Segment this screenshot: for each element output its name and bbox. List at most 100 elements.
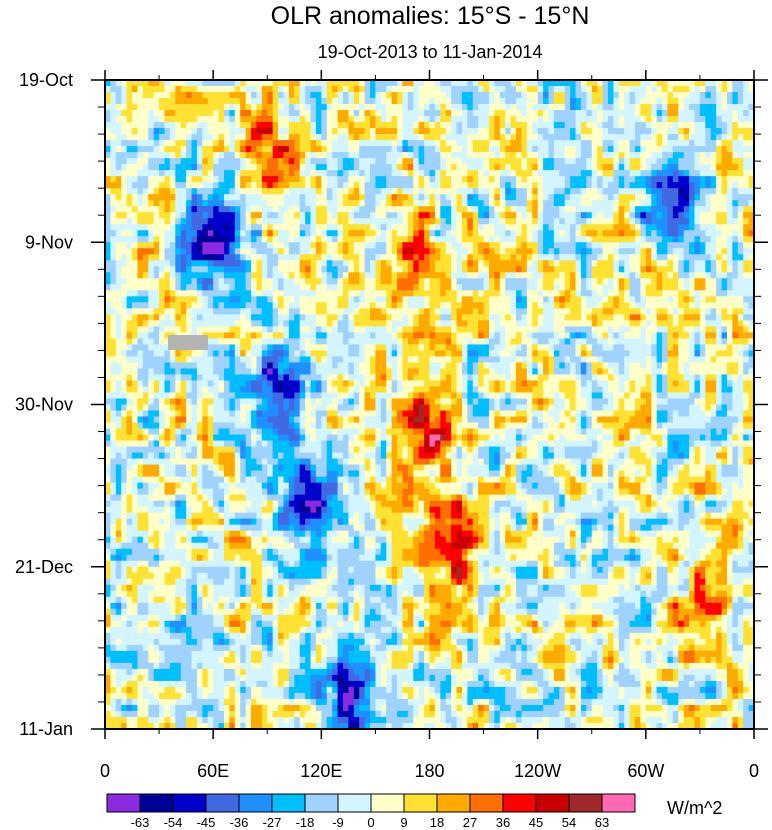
field-cell xyxy=(251,92,258,99)
field-cell xyxy=(310,218,317,225)
field-cell xyxy=(597,284,604,291)
field-cell xyxy=(418,164,425,171)
field-cell xyxy=(521,272,528,279)
field-cell xyxy=(332,308,339,315)
field-cell xyxy=(353,176,360,183)
field-cell xyxy=(283,146,290,153)
field-cell xyxy=(126,236,133,243)
field-cell xyxy=(543,320,550,327)
field-cell xyxy=(429,86,436,93)
field-cell xyxy=(126,158,133,165)
field-cell xyxy=(407,110,414,117)
field-cell xyxy=(137,320,144,327)
field-cell xyxy=(391,302,398,309)
field-cell xyxy=(321,194,328,201)
field-cell xyxy=(278,236,285,243)
field-cell xyxy=(267,230,274,237)
field-cell xyxy=(732,230,739,237)
field-cell xyxy=(402,260,409,267)
field-cell xyxy=(743,242,750,249)
field-cell xyxy=(440,176,447,183)
field-cell xyxy=(310,182,317,189)
field-cell xyxy=(516,314,523,321)
field-cell xyxy=(424,110,431,117)
field-cell xyxy=(586,242,593,249)
field-cell xyxy=(521,158,528,165)
field-cell xyxy=(294,266,301,273)
field-cell xyxy=(667,116,674,123)
field-cell xyxy=(207,302,214,309)
field-cell xyxy=(445,272,452,279)
field-cell xyxy=(467,170,474,177)
field-cell xyxy=(240,242,247,249)
field-cell xyxy=(121,236,128,243)
field-cell xyxy=(305,302,312,309)
field-cell xyxy=(440,314,447,321)
field-cell xyxy=(386,212,393,219)
field-cell xyxy=(656,80,663,87)
field-cell xyxy=(223,290,230,297)
field-cell xyxy=(153,212,160,219)
field-cell xyxy=(456,164,463,171)
field-cell xyxy=(402,326,409,333)
field-cell xyxy=(375,230,382,237)
field-cell xyxy=(553,200,560,207)
field-cell xyxy=(402,128,409,135)
field-cell xyxy=(689,92,696,99)
field-cell xyxy=(445,158,452,165)
field-cell xyxy=(710,218,717,225)
field-cell xyxy=(175,242,182,249)
field-cell xyxy=(559,308,566,315)
field-cell xyxy=(683,80,690,87)
field-cell xyxy=(218,224,225,231)
field-cell xyxy=(461,278,468,285)
field-cell xyxy=(305,212,312,219)
field-cell xyxy=(223,152,230,159)
field-cell xyxy=(678,164,685,171)
field-cell xyxy=(602,98,609,105)
field-cell xyxy=(159,254,166,261)
field-cell xyxy=(315,308,322,315)
field-cell xyxy=(267,80,274,87)
field-cell xyxy=(591,86,598,93)
field-cell xyxy=(175,314,182,321)
field-cell xyxy=(234,176,241,183)
field-cell xyxy=(240,140,247,147)
field-cell xyxy=(586,80,593,87)
field-cell xyxy=(478,194,485,201)
field-cell xyxy=(213,110,220,117)
field-cell xyxy=(159,326,166,333)
field-cell xyxy=(310,194,317,201)
field-cell xyxy=(353,212,360,219)
field-cell xyxy=(223,110,230,117)
field-cell xyxy=(359,296,366,303)
field-cell xyxy=(694,104,701,111)
field-cell xyxy=(132,212,139,219)
field-cell xyxy=(516,206,523,213)
field-cell xyxy=(689,242,696,249)
field-cell xyxy=(570,266,577,273)
field-cell xyxy=(364,266,371,273)
field-cell xyxy=(169,92,176,99)
field-cell xyxy=(386,164,393,171)
field-cell xyxy=(251,170,258,177)
field-cell xyxy=(564,260,571,267)
field-cell xyxy=(175,80,182,87)
field-cell xyxy=(429,302,436,309)
field-cell xyxy=(299,98,306,105)
field-cell xyxy=(710,224,717,231)
field-cell xyxy=(175,122,182,129)
field-cell xyxy=(580,182,587,189)
field-cell xyxy=(391,248,398,255)
field-cell xyxy=(418,296,425,303)
field-cell xyxy=(175,254,182,261)
field-cell xyxy=(342,242,349,249)
field-cell xyxy=(310,158,317,165)
field-cell xyxy=(478,266,485,273)
field-cell xyxy=(105,224,112,231)
field-cell xyxy=(153,128,160,135)
field-cell xyxy=(337,302,344,309)
field-cell xyxy=(148,152,155,159)
field-cell xyxy=(629,158,636,165)
field-cell xyxy=(678,182,685,189)
